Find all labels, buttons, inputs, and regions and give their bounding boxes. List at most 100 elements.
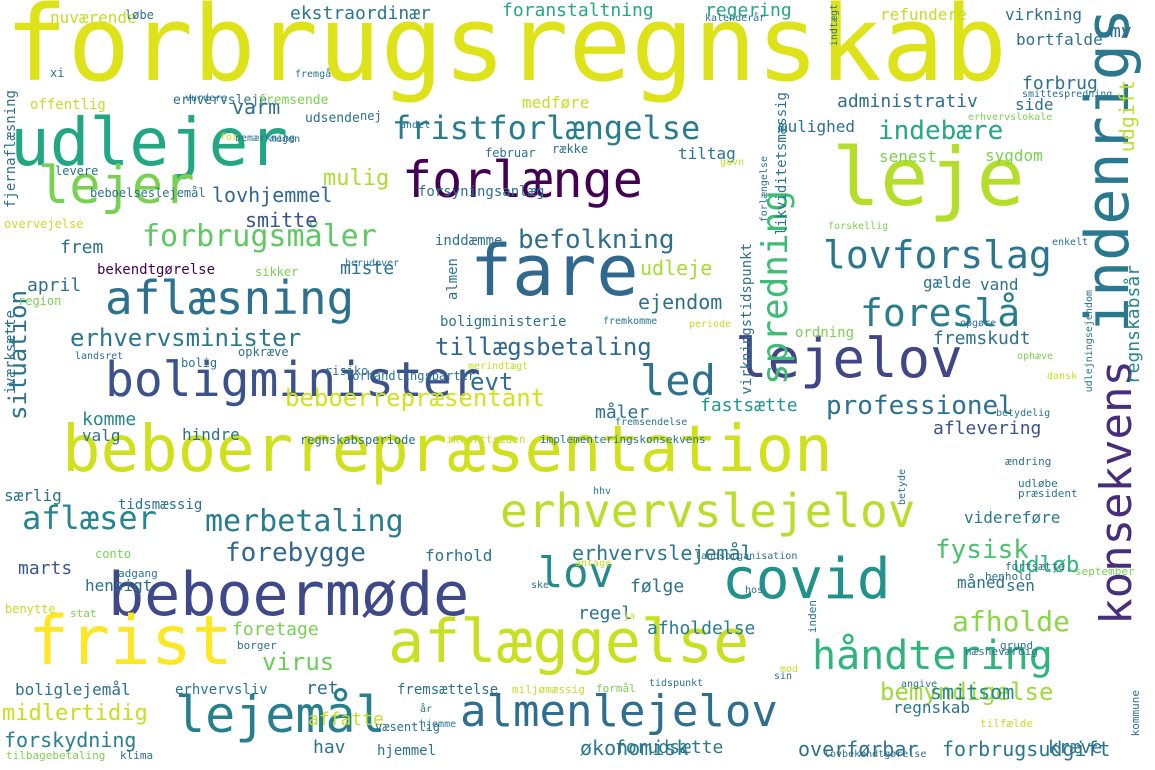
- cloud-word: beboerrepræsentation: [62, 413, 833, 487]
- cloud-word: forlængelse: [759, 156, 770, 223]
- cloud-word: ske: [531, 580, 550, 591]
- cloud-word: kommune: [1129, 690, 1142, 737]
- cloud-word: stat: [70, 607, 97, 620]
- cloud-word: komme: [82, 409, 137, 430]
- cloud-word: beboermøde: [108, 560, 470, 630]
- cloud-word: regnskabsår: [1123, 265, 1144, 385]
- cloud-word: levere: [55, 164, 99, 178]
- cloud-word: lovforslag: [823, 233, 1052, 277]
- cloud-word: landsorganisation: [695, 551, 798, 562]
- cloud-word: regnskabsperiode: [300, 433, 416, 447]
- cloud-word: februar: [485, 146, 536, 160]
- cloud-word: tillægsbetaling: [435, 333, 652, 361]
- cloud-word: nuværende: [50, 8, 137, 27]
- cloud-word: betyde: [897, 469, 908, 506]
- cloud-word: risiko: [325, 364, 369, 378]
- cloud-word: antage: [575, 558, 612, 569]
- cloud-word: forlænge: [402, 151, 643, 209]
- cloud-word: fremgå: [295, 69, 332, 80]
- cloud-word: smittespredning: [1022, 89, 1113, 100]
- cloud-word: kalenderår: [705, 13, 766, 24]
- cloud-word: ophæve: [1017, 351, 1054, 362]
- cloud-word: fare: [470, 230, 639, 312]
- cloud-word: dansk: [1047, 371, 1078, 382]
- cloud-word: professionel: [826, 391, 1014, 421]
- cloud-word: afholde: [952, 605, 1071, 638]
- cloud-word: forskellig: [828, 221, 889, 232]
- cloud-word: fysisk: [935, 535, 1029, 565]
- cloud-word: gavn: [720, 157, 745, 168]
- cloud-word: ændring: [1005, 455, 1052, 468]
- cloud-word: april: [27, 275, 82, 296]
- cloud-word: håndtering: [812, 633, 1053, 679]
- cloud-word: merindtægt: [468, 361, 529, 372]
- cloud-word: fortsætte: [1005, 560, 1065, 573]
- cloud-word: indebære: [878, 116, 1004, 146]
- cloud-word: megen: [270, 134, 301, 145]
- cloud-word: boligministerie: [440, 314, 567, 330]
- cloud-word: forbrugsmåler: [142, 219, 377, 254]
- cloud-word: tiltag: [678, 144, 736, 163]
- cloud-word: kræve: [1048, 737, 1103, 758]
- cloud-word: varm: [232, 95, 281, 119]
- cloud-word: marts: [18, 558, 73, 579]
- cloud-word: forbrug: [1022, 73, 1098, 94]
- cloud-word: covid: [722, 547, 891, 612]
- cloud-word: for: [220, 132, 239, 143]
- cloud-word: mulighed: [778, 117, 856, 136]
- cloud-word: aflæggelse: [388, 607, 750, 677]
- cloud-word: foranstaltning: [502, 0, 654, 21]
- cloud-word: implementeringskonsekvens: [540, 433, 706, 446]
- cloud-word: fremkomme: [603, 316, 658, 327]
- cloud-word: forskydning: [4, 728, 137, 752]
- cloud-word: senest: [879, 147, 937, 166]
- cloud-word: miste: [340, 258, 395, 279]
- cloud-word: konsekvens: [1091, 360, 1142, 625]
- cloud-word: nej: [360, 109, 382, 123]
- cloud-word: fremsende: [258, 93, 329, 108]
- cloud-word: tilbagebetaling: [6, 749, 106, 762]
- cloud-word: hindre: [182, 425, 240, 444]
- cloud-word: boligminister: [105, 352, 481, 408]
- cloud-word: smitte: [245, 208, 318, 232]
- cloud-word: udsende: [305, 111, 360, 126]
- cloud-word: andel: [400, 120, 431, 131]
- cloud-word: hjemmel: [377, 743, 437, 759]
- cloud-word: miljømæssig: [512, 683, 585, 696]
- cloud-word: fremskudt: [933, 328, 1031, 349]
- cloud-word: særlig: [4, 486, 62, 505]
- cloud-word: forbrugsregnskab: [5, 0, 1007, 105]
- cloud-word: midlertidig: [2, 701, 148, 726]
- cloud-word: mod: [780, 664, 799, 675]
- cloud-word: bortfalde: [1016, 30, 1103, 49]
- cloud-word: bolig: [181, 356, 218, 370]
- cloud-word: klima: [120, 749, 154, 762]
- cloud-word: hos: [745, 585, 764, 596]
- cloud-word: udgift: [1115, 80, 1139, 153]
- cloud-word: lovbekendtgørelse: [824, 749, 927, 760]
- cloud-word: merbetaling: [205, 504, 404, 539]
- cloud-word: landsret: [75, 351, 124, 362]
- cloud-word: periode: [689, 319, 732, 330]
- cloud-word: smitsom: [930, 680, 1015, 704]
- cloud-word: udløbe: [1018, 477, 1058, 490]
- cloud-word: væsentlig: [375, 720, 441, 734]
- cloud-word: tidspunkt: [649, 678, 704, 689]
- cloud-word: næsneværdig: [965, 645, 1038, 658]
- cloud-word: præsident: [1018, 487, 1078, 500]
- cloud-word: løbe: [125, 8, 154, 22]
- cloud-word: frem: [60, 237, 104, 258]
- cloud-word: side: [1015, 95, 1054, 114]
- cloud-word: erhvervslokale: [968, 112, 1053, 123]
- cloud-word: led: [640, 356, 716, 405]
- cloud-word: conto: [95, 547, 132, 561]
- cloud-word: bekendtgørelse: [97, 262, 216, 278]
- cloud-word: afholdelse: [647, 618, 756, 639]
- cloud-word: leje: [832, 131, 1025, 224]
- cloud-word: lejemål: [175, 686, 386, 744]
- cloud-word: evt: [470, 368, 514, 396]
- cloud-word: xi: [50, 66, 65, 80]
- cloud-word: benytte: [5, 602, 56, 616]
- cloud-word: opgøre: [960, 318, 997, 329]
- cloud-word: måler: [595, 402, 650, 423]
